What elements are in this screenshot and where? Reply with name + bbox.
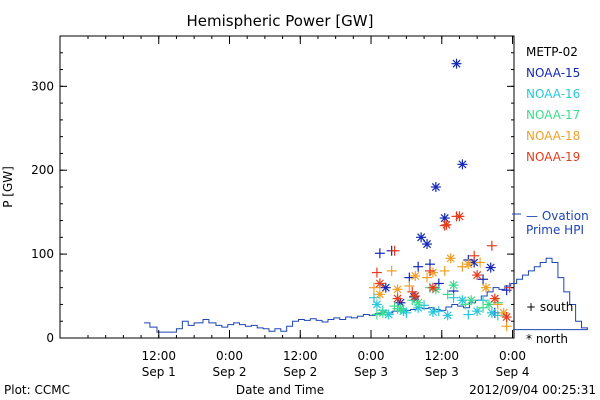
north-point [486, 307, 497, 318]
chart-title: Hemispheric Power [GW] [187, 12, 374, 30]
north-point [371, 299, 382, 310]
y-tick-label: 0 [46, 331, 54, 345]
south-point [501, 321, 512, 332]
timestamp: 2012/09/04 00:25:31 [469, 383, 596, 397]
south-point [389, 245, 400, 256]
north-point [480, 282, 491, 293]
north-point [427, 282, 438, 293]
ovation-layer [144, 257, 588, 333]
south-point [386, 265, 397, 276]
points-layer [368, 58, 515, 332]
north-point [442, 310, 453, 321]
ovation-legend-line2: Prime HPI [526, 223, 584, 237]
north-point [395, 303, 406, 314]
legend-entry: NOAA-19 [526, 150, 580, 164]
north-point [501, 312, 512, 323]
south-point [371, 267, 382, 278]
x-tick-date: Sep 3 [425, 365, 459, 379]
north-point [445, 253, 456, 264]
x-axis-label: Date and Time [236, 383, 324, 397]
legend-entry: NOAA-15 [526, 66, 580, 80]
north-point [427, 306, 438, 317]
north-point [410, 291, 421, 302]
north-point [454, 211, 465, 222]
north-point [410, 270, 421, 281]
north-point [448, 280, 459, 291]
annotation-south: + south [526, 300, 573, 314]
legend-entry: NOAA-16 [526, 87, 580, 101]
north-point [466, 295, 477, 306]
north-point [430, 182, 441, 192]
south-point [433, 306, 444, 317]
x-tick-time: 12:00 [141, 349, 176, 363]
south-point [486, 240, 497, 251]
north-point [422, 239, 433, 250]
north-point [451, 58, 462, 69]
south-point [475, 257, 486, 268]
legend-entry: METP-02 [526, 45, 578, 59]
x-axis: 12:00 Sep 1 0:00 Sep 2 12:00 Sep 2 0:00 Sep 3 12… [87, 36, 530, 379]
south-point [478, 274, 489, 285]
south-point [374, 248, 385, 259]
north-point [374, 289, 385, 300]
north-point [463, 259, 474, 270]
x-tick-date: Sep 4 [495, 365, 529, 379]
x-tick-time: 0:00 [499, 349, 526, 363]
south-point [368, 282, 379, 293]
legend-entry: NOAA-18 [526, 129, 580, 143]
x-tick-date: Sep 1 [142, 365, 176, 379]
north-point [377, 307, 388, 318]
south-point [404, 272, 415, 283]
y-axis: 0 100 200 300 [31, 35, 514, 345]
series-noaa-15 [374, 58, 512, 318]
south-point [469, 250, 480, 261]
y-axis-label: P [GW] [1, 166, 15, 208]
x-tick-time: 12:00 [283, 349, 318, 363]
north-point [472, 270, 483, 281]
north-point [416, 232, 427, 243]
north-point [489, 293, 500, 304]
y-tick-label: 200 [31, 163, 54, 177]
legend: METP-02 NOAA-15 NOAA-16 NOAA-17 NOAA-18 NOAA-… [526, 45, 580, 164]
north-point [392, 284, 403, 295]
north-point [472, 306, 483, 317]
north-point [441, 219, 452, 230]
x-tick-date: Sep 2 [283, 365, 317, 379]
north-point [392, 293, 403, 304]
annotation-north: * north [526, 332, 568, 346]
x-tick-date: Sep 2 [212, 365, 246, 379]
south-point [439, 265, 450, 276]
north-point [383, 309, 394, 320]
x-tick-time: 0:00 [216, 349, 243, 363]
south-point [463, 309, 474, 320]
south-point [442, 289, 453, 300]
north-point [380, 282, 391, 293]
north-point [457, 159, 468, 170]
ovation-series-line [144, 257, 588, 333]
south-point [448, 292, 459, 303]
x-tick-time: 12:00 [424, 349, 459, 363]
plot-credit: Plot: CCMC [4, 383, 70, 397]
south-point [404, 280, 415, 291]
north-point [374, 278, 385, 289]
south-point [413, 261, 424, 272]
ovation-legend: — Ovation Prime HPI [526, 209, 589, 237]
y-tick-label: 100 [31, 247, 54, 261]
series-noaa-19 [371, 211, 515, 323]
ovation-legend-line1: — Ovation [526, 209, 589, 223]
x-tick-date: Sep 3 [354, 365, 388, 379]
legend-entry: NOAA-17 [526, 108, 580, 122]
south-point [439, 220, 450, 231]
south-point [460, 299, 471, 310]
north-point [485, 262, 496, 273]
south-point [424, 265, 435, 276]
plot-frame [59, 35, 515, 339]
south-point [422, 272, 433, 283]
x-tick-time: 0:00 [358, 349, 385, 363]
south-point [371, 309, 382, 320]
y-tick-label: 300 [31, 79, 54, 93]
